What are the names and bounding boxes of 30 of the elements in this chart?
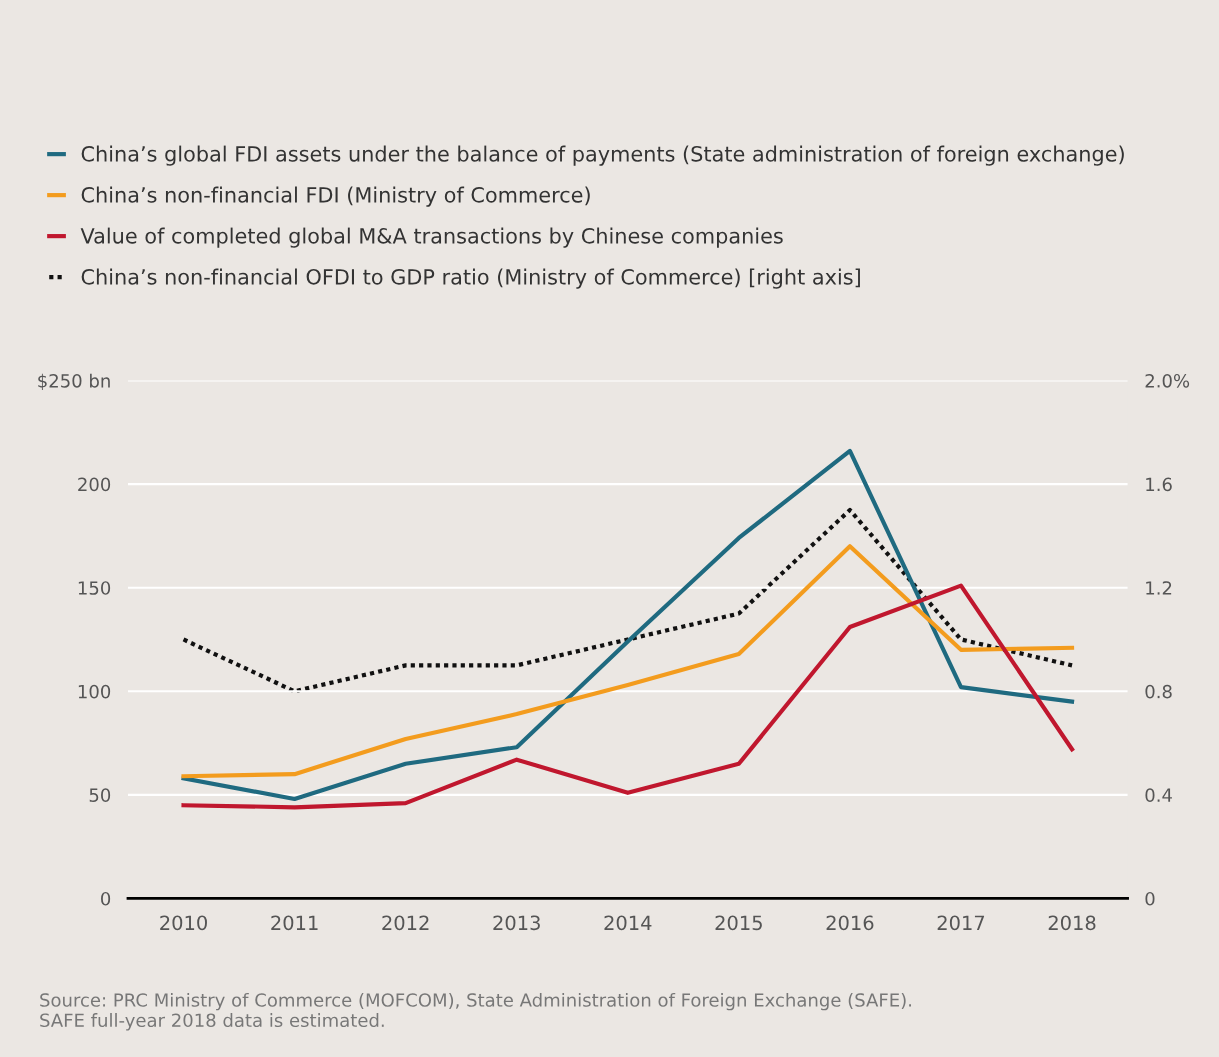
x-tick-label: 2017 <box>937 915 985 931</box>
y-tick-label: 150 <box>78 581 111 595</box>
x-tick-label: 2014 <box>604 915 652 931</box>
x-tick-label: 2015 <box>715 915 762 931</box>
y-tick-label: 0 <box>101 891 111 906</box>
legend-label: China’s global FDI assets under the balance of payments (State administration of foreign exchange) <box>81 145 1124 166</box>
y-tick-label: $250 bn <box>38 373 110 391</box>
y-tick-label: 200 <box>78 477 111 492</box>
legend-label: Value of completed global M&A transactions by Chinese companies <box>80 227 783 248</box>
x-tick-label: 2011 <box>271 915 318 931</box>
y2-tick-label: 0.8 <box>1145 684 1172 699</box>
x-tick-label: 2010 <box>160 915 207 931</box>
line-series <box>181 583 1075 810</box>
line-series <box>181 507 1075 694</box>
line-series <box>181 448 1075 802</box>
x-tick-label: 2018 <box>1048 915 1096 931</box>
source-note: Source: PRC Ministry of Commerce (MOFCOM), State Administration of Foreign Exchange (SAFE). SAFE full-year 2018 data is estimated. <box>40 992 911 1031</box>
line-series <box>181 544 1075 779</box>
y-tick-label: 100 <box>78 684 111 699</box>
legend-label: China’s non-financial OFDI to GDP ratio (Ministry of Commerce) [right axis] <box>81 268 860 289</box>
x-tick-label: 2013 <box>493 915 540 931</box>
y2-tick-label: 1.6 <box>1146 477 1172 492</box>
legend-label: China’s non-financial FDI (Ministry of Commerce) <box>81 186 590 207</box>
y-tick-label: 50 <box>89 788 111 802</box>
y2-tick-label: 0.4 <box>1145 788 1172 802</box>
y2-tick-label: 1.2 <box>1146 581 1172 595</box>
x-tick-label: 2016 <box>826 915 874 931</box>
y2-tick-label: 0 <box>1145 891 1155 906</box>
x-tick-label: 2012 <box>382 915 429 931</box>
y2-tick-label: 2.0% <box>1145 373 1190 388</box>
